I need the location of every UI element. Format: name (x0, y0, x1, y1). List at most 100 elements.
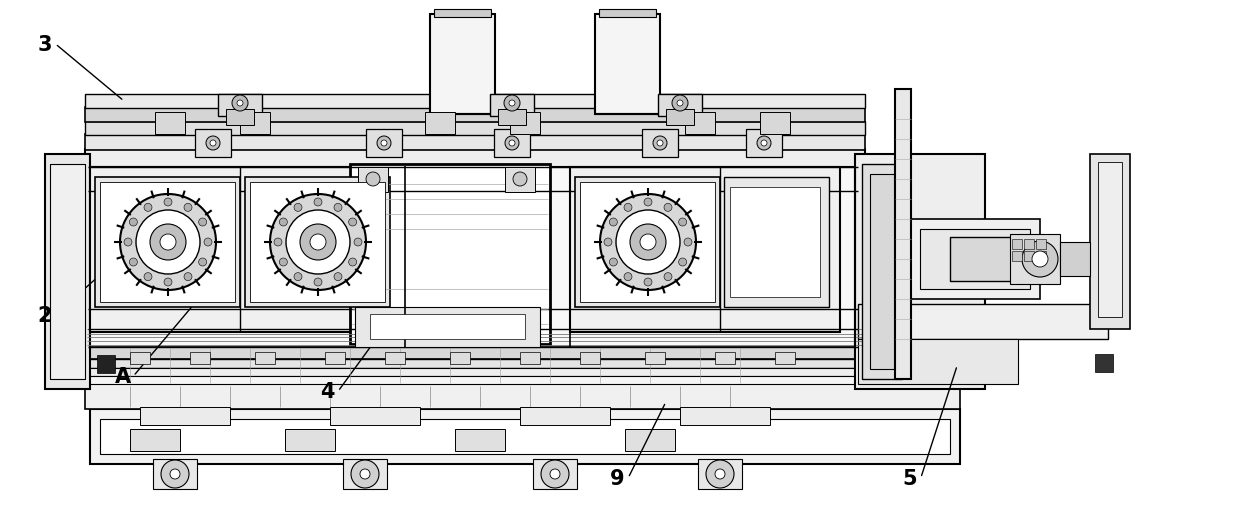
Circle shape (756, 137, 771, 151)
Circle shape (366, 173, 379, 187)
Bar (86, 384, 960, 409)
Bar (724, 178, 830, 307)
Bar (498, 110, 526, 126)
Bar (370, 315, 525, 340)
Bar (100, 419, 950, 454)
Bar (494, 130, 529, 158)
Bar (250, 183, 384, 302)
Bar (684, 113, 715, 135)
Circle shape (334, 273, 342, 281)
Bar (505, 167, 534, 192)
Circle shape (120, 194, 216, 291)
Bar (1012, 240, 1022, 249)
Circle shape (294, 204, 303, 212)
Bar (575, 178, 720, 307)
Bar (226, 110, 254, 126)
Bar (580, 183, 715, 302)
Circle shape (294, 273, 303, 281)
Circle shape (616, 211, 680, 274)
Circle shape (684, 239, 692, 246)
Circle shape (232, 96, 248, 112)
Circle shape (334, 204, 342, 212)
Text: 9: 9 (610, 468, 625, 488)
Bar (1024, 251, 1034, 262)
Bar (285, 429, 335, 451)
Bar (86, 369, 866, 376)
Circle shape (377, 137, 391, 151)
Circle shape (314, 199, 322, 207)
Bar (1011, 235, 1060, 285)
Bar (91, 409, 960, 464)
Bar (100, 183, 236, 302)
Circle shape (360, 469, 370, 479)
Bar (358, 167, 388, 192)
Bar (190, 352, 210, 364)
Circle shape (624, 273, 632, 281)
Circle shape (160, 235, 176, 250)
Circle shape (551, 469, 560, 479)
Bar (1095, 354, 1114, 372)
Bar (86, 135, 866, 151)
Circle shape (198, 259, 207, 267)
Bar (1035, 251, 1047, 262)
Circle shape (508, 101, 515, 107)
Bar (218, 95, 262, 117)
Bar (1024, 240, 1034, 249)
Bar (645, 352, 665, 364)
Bar (450, 352, 470, 364)
Bar (625, 429, 675, 451)
Circle shape (672, 96, 688, 112)
Circle shape (144, 204, 153, 212)
Circle shape (678, 218, 687, 227)
Circle shape (184, 273, 192, 281)
Text: A: A (115, 366, 131, 386)
Bar (425, 113, 455, 135)
Bar (255, 352, 275, 364)
Bar (455, 429, 505, 451)
Circle shape (640, 235, 656, 250)
Circle shape (164, 278, 172, 287)
Circle shape (348, 218, 357, 227)
Circle shape (624, 204, 632, 212)
Circle shape (150, 224, 186, 261)
Bar (97, 355, 115, 373)
Bar (343, 459, 387, 489)
Circle shape (630, 224, 666, 261)
Circle shape (210, 140, 216, 147)
Circle shape (198, 218, 207, 227)
Circle shape (206, 137, 219, 151)
Bar (350, 165, 551, 344)
Bar (153, 459, 197, 489)
Circle shape (184, 204, 192, 212)
Bar (520, 407, 610, 425)
Bar (86, 95, 866, 109)
Text: 3: 3 (37, 35, 52, 54)
Bar (50, 165, 86, 379)
Bar (510, 113, 539, 135)
Bar (580, 352, 600, 364)
Bar (434, 10, 491, 18)
Circle shape (124, 239, 131, 246)
Circle shape (286, 211, 350, 274)
Circle shape (205, 239, 212, 246)
Circle shape (351, 460, 379, 488)
Bar (45, 155, 91, 389)
Bar (775, 352, 795, 364)
Circle shape (274, 239, 281, 246)
Bar (384, 352, 405, 364)
Circle shape (314, 278, 322, 287)
Bar (920, 230, 1030, 290)
Circle shape (237, 101, 243, 107)
Bar (430, 15, 495, 115)
Circle shape (310, 235, 326, 250)
Circle shape (604, 239, 613, 246)
Bar (86, 122, 866, 136)
Bar (858, 340, 1018, 384)
Circle shape (541, 460, 569, 488)
Bar (858, 304, 1109, 340)
Bar (1060, 242, 1090, 276)
Bar (195, 130, 231, 158)
Bar (642, 130, 678, 158)
Bar (325, 352, 345, 364)
Circle shape (279, 218, 288, 227)
